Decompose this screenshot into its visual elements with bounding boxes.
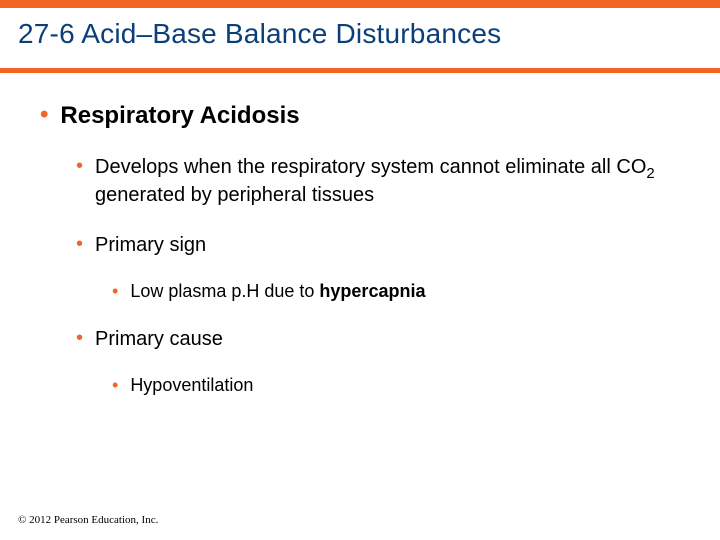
bullet-list-level2: • Develops when the respiratory system ca…	[40, 153, 680, 397]
top-accent-bar	[0, 0, 720, 8]
list-item: • Primary sign • Low plasma p.H due to hype…	[76, 231, 680, 303]
l3-text: Hypoventilation	[130, 373, 253, 397]
list-item: • Primary cause • Hypoventilation	[76, 325, 680, 397]
l2-text: Primary cause	[95, 325, 223, 353]
bold-term: hypercapnia	[319, 281, 425, 301]
list-row: • Develops when the respiratory system ca…	[76, 153, 680, 209]
bullet-list-level1: • Respiratory Acidosis • Develops when th…	[40, 101, 680, 397]
list-row: • Primary cause	[76, 325, 680, 353]
list-row: • Primary sign	[76, 231, 680, 259]
bullet-icon: •	[112, 279, 118, 303]
slide: 27-6 Acid–Base Balance Disturbances • Re…	[0, 0, 720, 540]
copyright-footer: © 2012 Pearson Education, Inc.	[18, 514, 158, 526]
bullet-icon: •	[40, 101, 48, 129]
bullet-list-level3: • Hypoventilation	[76, 373, 680, 397]
l1-text: Respiratory Acidosis	[60, 101, 299, 131]
slide-title: 27-6 Acid–Base Balance Disturbances	[0, 8, 720, 73]
list-item: • Respiratory Acidosis • Develops when th…	[40, 101, 680, 397]
slide-content: • Respiratory Acidosis • Develops when th…	[0, 73, 720, 397]
bullet-icon: •	[112, 373, 118, 397]
bullet-icon: •	[76, 153, 83, 179]
bullet-list-level3: • Low plasma p.H due to hypercapnia	[76, 279, 680, 303]
list-item: • Hypoventilation	[112, 373, 680, 397]
list-item: • Low plasma p.H due to hypercapnia	[112, 279, 680, 303]
l2-text: Develops when the respiratory system can…	[95, 153, 680, 209]
subscript: 2	[646, 165, 654, 182]
bullet-icon: •	[76, 231, 83, 257]
bullet-icon: •	[76, 325, 83, 351]
list-row: • Low plasma p.H due to hypercapnia	[112, 279, 680, 303]
l3-text: Low plasma p.H due to hypercapnia	[130, 279, 425, 303]
list-row: • Respiratory Acidosis	[40, 101, 680, 131]
l2-text: Primary sign	[95, 231, 206, 259]
list-item: • Develops when the respiratory system ca…	[76, 153, 680, 209]
list-row: • Hypoventilation	[112, 373, 680, 397]
